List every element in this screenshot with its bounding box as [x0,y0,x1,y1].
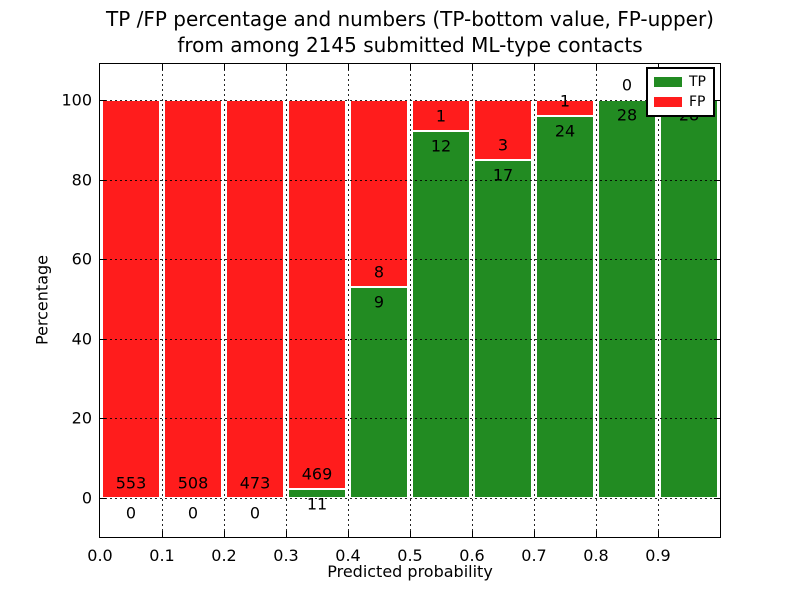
tp-bar-segment [288,488,346,498]
y-tick-label: 60 [71,249,92,269]
fp-bar-segment [350,100,408,288]
bar-labels-layer: 5530508047304691189112317124028028 [100,64,720,537]
x-tick-label: 0.8 [583,546,609,565]
tp-count-label: 0 [125,503,137,523]
x-tick-label: 0.6 [459,546,485,565]
fp-count-label: 473 [239,473,271,493]
fp-bar-segment [412,100,470,131]
fp-count-label: 0 [621,75,633,95]
tp-count-label: 28 [616,105,638,125]
x-tick-label: 0.5 [397,546,423,565]
tp-legend-swatch [654,77,682,87]
x-tick-label: 0.0 [87,546,113,565]
fp-count-label: 3 [497,135,509,155]
fp-legend-swatch [654,97,682,107]
chart-title: TP /FP percentage and numbers (TP-bottom… [99,6,721,58]
x-tick-label: 0.1 [149,546,175,565]
fp-bar-segment [474,100,532,160]
tp-count-label: 0 [249,503,261,523]
tp-count-label: 17 [492,165,514,185]
fp-count-label: 1 [435,106,447,126]
tp-count-label: 11 [306,494,328,514]
fp-count-label: 1 [559,91,571,111]
x-axis-label: Predicted probability [327,562,493,581]
bars-layer [100,64,720,537]
legend: TP FP [646,67,715,117]
tp-bar-segment [598,100,656,498]
x-tick-label: 0.4 [335,546,361,565]
x-tick-label: 0.7 [521,546,547,565]
tp-bar-segment [536,115,594,498]
y-tick-label: 100 [61,90,92,110]
tp-bar-segment [474,159,532,498]
chart-title-line2: from among 2145 submitted ML-type contac… [177,33,643,57]
fp-legend-label: FP [689,94,706,110]
fp-bar-segment [102,100,160,498]
fp-bar-segment [288,100,346,489]
tp-count-label: 24 [554,121,576,141]
fp-count-label: 8 [373,262,385,282]
fp-count-label: 508 [177,473,209,493]
fp-count-label: 553 [115,473,147,493]
tp-count-label: 9 [373,292,385,312]
x-tick-label: 0.2 [211,546,237,565]
legend-item-fp: FP [654,92,707,112]
x-tick-label: 0.9 [645,546,671,565]
tp-legend-label: TP [689,74,706,90]
chart-title-line1: TP /FP percentage and numbers (TP-bottom… [106,7,714,31]
y-tick-label: 20 [71,408,92,428]
fp-count-label: 469 [301,464,333,484]
fp-bar-segment [164,100,222,498]
tp-count-label: 0 [187,503,199,523]
y-tick-label: 40 [71,329,92,349]
y-tick-label: 0 [81,488,92,508]
tp-bar-segment [350,287,408,498]
y-tick-label: 80 [71,170,92,190]
fp-bar-segment [226,100,284,498]
plot-area: 5530508047304691189112317124028028 TP FP [99,63,721,538]
tp-count-label: 12 [430,136,452,156]
legend-item-tp: TP [654,72,707,92]
tp-bar-segment [412,130,470,498]
x-tick-label: 0.3 [273,546,299,565]
tp-bar-segment [660,100,718,498]
